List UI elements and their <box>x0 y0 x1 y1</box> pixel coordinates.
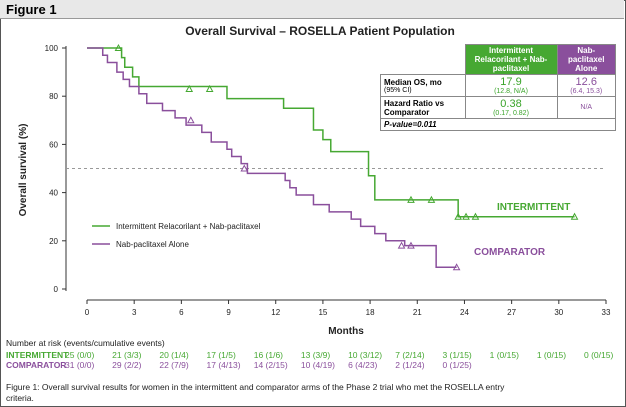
censor-mark <box>462 212 470 220</box>
median-os-ci-label: (95% CI) <box>384 86 412 94</box>
table-header-intermittent: Intermittent Relacorilant + Nab-paclitax… <box>464 44 558 75</box>
figure-caption: Figure 1: Overall survival results for w… <box>6 382 505 403</box>
risk-cell: 1 (0/15) <box>536 350 567 360</box>
x-tick-label: 3 <box>132 308 137 317</box>
hazard-ratio-value: 0.38 <box>500 98 522 110</box>
censor-mark <box>427 195 436 203</box>
hazard-ratio-ci: (0.17, 0.82) <box>493 110 529 117</box>
chart-series <box>87 43 579 271</box>
y-tick-label: 40 <box>49 189 58 198</box>
hazard-ratio-intermittent: 0.38 (0.17, 0.82) <box>464 96 558 119</box>
risk-cell: 10 (4/19) <box>300 360 335 370</box>
x-tick-label: 27 <box>507 308 516 317</box>
x-tick-label: 15 <box>318 308 327 317</box>
series-label-intermittent: INTERMITTENT <box>497 202 570 213</box>
risk-cell: 31 (0/0) <box>65 360 95 370</box>
x-tick-label: 33 <box>602 308 611 317</box>
table-header-nab: Nab-paclitaxel Alone <box>556 44 617 75</box>
median-os-nab-value: 12.6 <box>575 76 597 88</box>
risk-cell: 13 (3/9) <box>300 350 331 360</box>
risk-cell: 3 (1/15) <box>442 350 472 360</box>
risk-cell: 29 (2/2) <box>112 360 142 370</box>
chart-legend: Intermittent Relacorilant + Nab-paclitax… <box>92 222 261 249</box>
y-tick-label: 80 <box>49 92 58 101</box>
censor-mark <box>114 43 123 51</box>
risk-label-comparator: COMPARATOR <box>6 360 67 370</box>
risk-cell: 6 (4/23) <box>348 360 378 370</box>
series-line-comparator <box>87 47 457 269</box>
x-tick-label: 21 <box>413 308 422 317</box>
risk-cell: 2 (1/24) <box>395 360 425 370</box>
risk-cell: 0 (1/25) <box>442 360 472 370</box>
risk-cell: 17 (1/5) <box>206 350 236 360</box>
median-os-int-ci: (12.8, N/A) <box>494 88 528 95</box>
censor-mark <box>407 195 415 203</box>
risk-cell: 21 (3/3) <box>112 350 142 360</box>
median-os-nab-ci: (6.4, 15.3) <box>570 88 603 95</box>
median-os-label: Median OS, mo <box>384 77 442 87</box>
risk-label-intermittent: INTERMITTENT <box>6 350 69 360</box>
legend-label-comparator: Nab-paclitaxel Alone <box>116 240 189 249</box>
censor-mark <box>570 212 579 220</box>
number-at-risk-header: Number at risk (events/cumulative events… <box>6 338 165 348</box>
y-tick-label: 60 <box>49 140 58 149</box>
row-median-os-label: Median OS, mo (95% CI) <box>380 74 466 97</box>
risk-cell: 1 (0/15) <box>489 350 519 360</box>
risk-cell: 7 (2/14) <box>395 350 425 360</box>
median-os-intermittent: 17.9 (12.8, N/A) <box>464 74 558 97</box>
x-tick-label: 9 <box>226 308 231 317</box>
risk-cell: 22 (7/9) <box>159 360 189 370</box>
x-tick-label: 18 <box>366 308 375 317</box>
risk-cell: 16 (1/6) <box>253 350 284 360</box>
hazard-ratio-nab: N/A <box>556 96 617 119</box>
legend-label-intermittent: Intermittent Relacorilant + Nab-paclitax… <box>116 222 261 231</box>
hazard-ratio-label: Hazard Ratio vs Comparator <box>380 96 466 119</box>
censor-mark <box>186 116 195 124</box>
results-table: Intermittent Relacorilant + Nab-paclitax… <box>380 44 617 131</box>
x-axis-label: Months <box>328 326 364 337</box>
x-tick-label: 6 <box>179 308 184 317</box>
censor-mark <box>397 241 406 249</box>
chart-axes: 0 20 40 60 80 100 0 3 6 9 12 15 18 21 24 27 30 33 <box>45 44 611 317</box>
x-tick-label: 24 <box>460 308 469 317</box>
series-line-intermittent <box>87 47 575 218</box>
censor-mark <box>185 84 194 92</box>
median-os-int-value: 17.9 <box>500 76 522 88</box>
y-tick-label: 100 <box>45 44 59 53</box>
censor-mark <box>454 212 463 220</box>
x-tick-label: 0 <box>85 308 90 317</box>
censor-mark <box>240 164 249 172</box>
risk-cell: 10 (3/12) <box>348 350 383 360</box>
risk-cell: 20 (1/4) <box>159 350 189 360</box>
censor-mark <box>471 212 480 220</box>
series-label-comparator: COMPARATOR <box>474 247 546 258</box>
risk-cell: 0 (0/15) <box>584 350 614 360</box>
risk-cell: 14 (2/15) <box>253 360 288 370</box>
censor-mark <box>205 84 214 92</box>
x-tick-label: 30 <box>554 308 563 317</box>
chart-title: Overall Survival – ROSELLA Patient Popul… <box>185 24 455 38</box>
figure-label: Figure 1 <box>0 0 624 19</box>
x-tick-label: 12 <box>271 308 280 317</box>
y-tick-label: 20 <box>49 237 58 246</box>
censor-mark <box>452 263 461 271</box>
risk-cell: 17 (4/13) <box>206 360 241 370</box>
y-tick-label: 0 <box>54 285 59 294</box>
censor-mark <box>407 241 415 249</box>
median-os-nab: 12.6 (6.4, 15.3) <box>556 74 617 97</box>
risk-cell: 25 (0/0) <box>65 350 95 360</box>
y-axis-label: Overall survival (%) <box>18 124 29 217</box>
p-value: P-value=0.011 <box>380 118 616 131</box>
